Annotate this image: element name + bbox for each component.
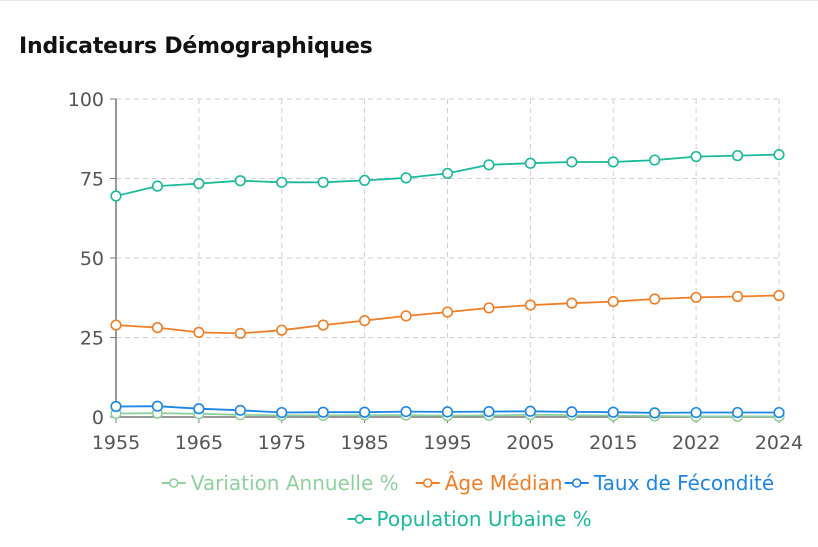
data-point-2-0 xyxy=(110,400,122,413)
legend-marker-dot-3 xyxy=(354,514,365,524)
data-point-1-12 xyxy=(607,295,619,308)
data-point-1-13 xyxy=(649,293,661,305)
x-tick-label: 1985 xyxy=(340,432,388,454)
y-tick-label: 50 xyxy=(80,248,104,270)
data-point-2-14 xyxy=(690,406,702,419)
data-point-2-5 xyxy=(317,406,329,418)
data-point-2-12 xyxy=(607,406,619,418)
data-point-3-13 xyxy=(649,154,661,166)
y-tick-label: 0 xyxy=(92,407,104,429)
data-point-1-2 xyxy=(193,326,205,339)
data-point-1-10 xyxy=(524,299,536,311)
x-tick-label: 1955 xyxy=(92,432,140,454)
data-point-3-8 xyxy=(441,167,454,180)
data-point-1-15 xyxy=(731,290,744,303)
data-point-2-16 xyxy=(773,406,785,419)
data-point-3-0 xyxy=(110,190,122,202)
data-point-3-10 xyxy=(524,157,536,169)
data-point-2-1 xyxy=(151,400,164,412)
data-point-2-2 xyxy=(193,403,205,415)
data-point-2-7 xyxy=(400,405,412,418)
y-tick-label: 75 xyxy=(80,169,104,191)
legend-label-1: Âge Médian xyxy=(445,471,563,495)
data-point-3-6 xyxy=(359,174,371,187)
data-point-1-3 xyxy=(234,327,246,339)
data-point-3-9 xyxy=(483,159,495,171)
data-point-2-15 xyxy=(731,406,744,419)
data-point-3-4 xyxy=(276,176,288,188)
data-point-1-1 xyxy=(151,322,164,334)
y-tick-label: 100 xyxy=(68,89,104,111)
data-point-2-13 xyxy=(649,407,661,419)
legend-label-0: Variation Annuelle % xyxy=(191,471,399,495)
data-point-2-9 xyxy=(483,405,495,418)
data-point-3-3 xyxy=(234,175,246,187)
x-tick-label: 2024 xyxy=(755,432,803,454)
data-point-3-1 xyxy=(151,180,164,192)
x-tick-label: 1975 xyxy=(258,432,306,454)
data-point-3-2 xyxy=(193,177,205,190)
data-point-2-4 xyxy=(276,406,288,419)
data-point-1-0 xyxy=(110,319,122,331)
chart-title: Indicateurs Démographiques xyxy=(19,34,373,59)
data-point-3-15 xyxy=(731,150,744,162)
data-point-3-14 xyxy=(690,150,702,163)
data-point-2-8 xyxy=(441,406,454,418)
data-point-1-4 xyxy=(276,324,288,336)
data-point-1-11 xyxy=(566,297,578,309)
data-point-2-6 xyxy=(359,406,371,418)
data-point-1-9 xyxy=(483,302,495,314)
data-point-2-11 xyxy=(566,406,578,418)
data-point-1-16 xyxy=(773,289,785,302)
data-point-3-11 xyxy=(566,156,578,168)
data-point-3-5 xyxy=(317,176,329,188)
data-point-2-10 xyxy=(524,405,536,417)
x-tick-label: 1995 xyxy=(423,432,471,454)
x-tick-label: 1965 xyxy=(175,432,223,454)
legend-marker-dot-2 xyxy=(571,478,582,488)
legend-label-3: Population Urbaine % xyxy=(377,507,592,531)
y-tick-label: 25 xyxy=(80,328,104,350)
data-point-3-7 xyxy=(400,172,412,184)
data-point-1-6 xyxy=(359,315,371,327)
x-tick-label: 2015 xyxy=(589,432,637,454)
data-point-2-3 xyxy=(234,404,246,416)
data-point-1-5 xyxy=(317,319,329,331)
legend-marker-dot-1 xyxy=(422,478,433,488)
legend-label-2: Taux de Fécondité xyxy=(593,471,774,495)
x-tick-label: 2022 xyxy=(672,432,720,454)
data-point-3-16 xyxy=(773,149,785,161)
x-tick-label: 2005 xyxy=(506,432,554,454)
legend-marker-dot-0 xyxy=(168,478,179,488)
data-point-1-7 xyxy=(400,310,412,322)
data-point-1-8 xyxy=(441,306,454,318)
data-point-3-12 xyxy=(607,156,619,168)
data-point-1-14 xyxy=(690,291,702,304)
